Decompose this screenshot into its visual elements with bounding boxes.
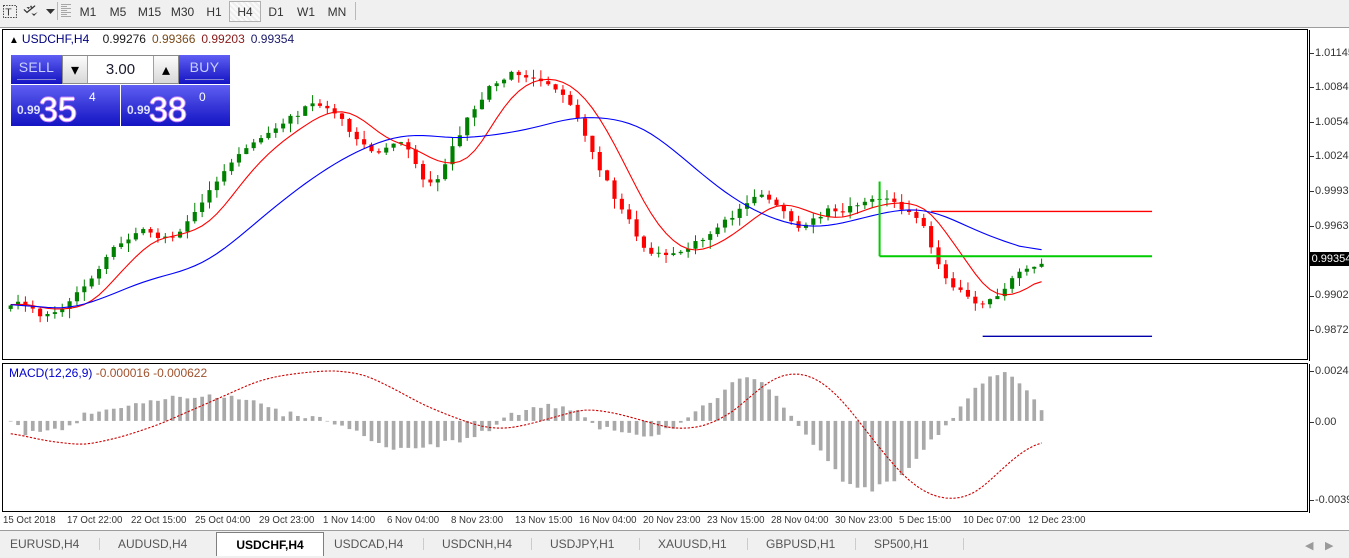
svg-text:T: T [5, 7, 12, 19]
